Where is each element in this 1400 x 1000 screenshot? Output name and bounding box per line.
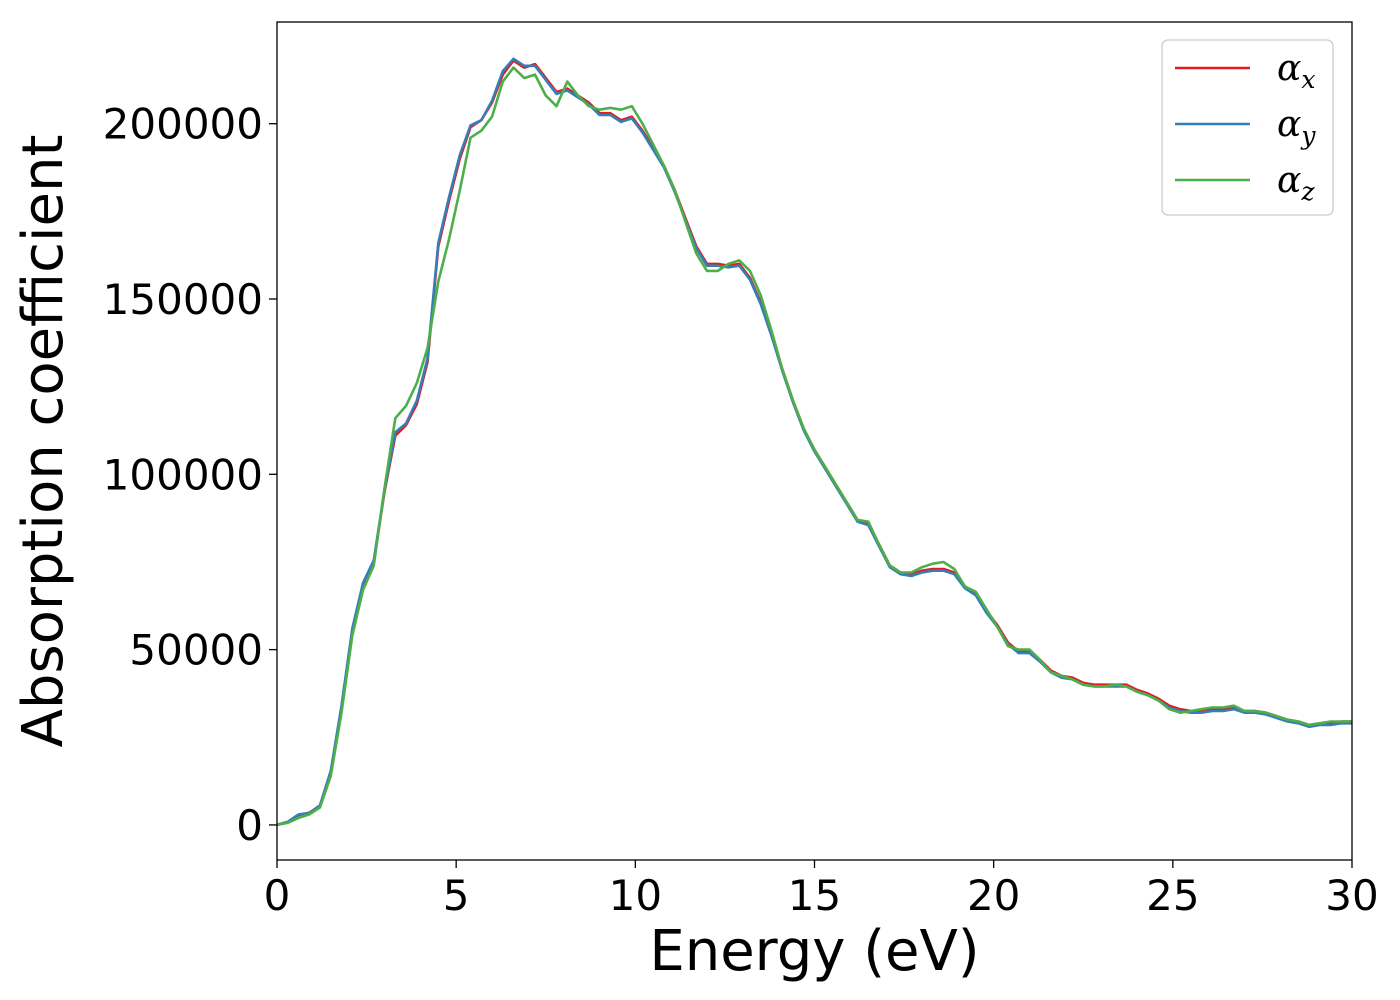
series-line-z [277,66,1352,827]
y-axis-ticks: 0 50000 100000 150000 200000 [103,100,277,850]
series-layer [277,57,1352,827]
legend-item-y: αy [1175,104,1316,150]
x-tick-label: 20 [967,871,1020,920]
x-tick-label: 10 [609,871,662,920]
legend-item-z: αz [1175,160,1315,206]
y-tick-label: 100000 [103,450,263,499]
x-tick-label: 30 [1325,871,1378,920]
legend-label: αy [1277,104,1316,150]
y-axis-title: Absorption coefficient [11,135,76,748]
x-tick-label: 5 [443,871,470,920]
x-axis-title: Energy (eV) [649,919,979,984]
y-tick-label: 150000 [103,275,263,324]
y-tick-label: 0 [236,801,263,850]
legend: αx αy αz [1161,39,1334,216]
x-tick-label: 15 [788,871,841,920]
x-tick-label: 25 [1146,871,1199,920]
y-tick-label: 50000 [129,626,263,675]
y-tick-label: 200000 [103,100,263,149]
legend-item-x: αx [1175,48,1315,94]
x-axis-ticks: 0 5 10 15 20 25 30 [264,860,1379,920]
x-tick-label: 0 [264,871,291,920]
legend-box [1161,39,1334,216]
legend-label: αz [1277,160,1315,206]
legend-label: αx [1277,48,1315,94]
